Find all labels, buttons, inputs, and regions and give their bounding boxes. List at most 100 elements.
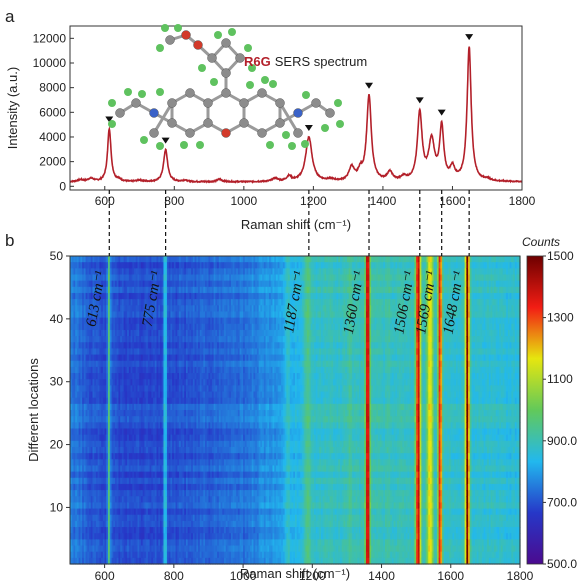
heatmap-cell <box>85 453 88 460</box>
heatmap-cell <box>85 292 88 300</box>
heatmap-cell <box>92 317 95 325</box>
heatmap-cell <box>104 366 107 374</box>
heatmap-cell <box>102 545 106 553</box>
heatmap-cell <box>82 453 85 460</box>
heatmap-cell <box>123 268 126 276</box>
heatmap-cell <box>118 483 121 491</box>
heatmap-cell <box>70 465 73 473</box>
heatmap-cell <box>109 373 113 380</box>
heatmap-cell <box>111 453 114 460</box>
heatmap-cell <box>82 305 85 313</box>
heatmap-cell <box>80 416 83 423</box>
heatmap-cell <box>123 477 126 485</box>
heatmap-cell <box>108 477 111 485</box>
heatmap-cell <box>78 410 81 417</box>
heatmap-cell <box>87 539 90 547</box>
heatmap-cell <box>82 323 85 331</box>
heatmap-cell <box>78 379 81 386</box>
heatmap-cell <box>80 545 83 553</box>
heatmap-cell <box>82 477 85 485</box>
heatmap-cell <box>76 483 80 491</box>
heatmap-cell <box>108 268 111 276</box>
heatmap-cell <box>106 539 109 547</box>
heatmap-cell <box>94 446 97 454</box>
heatmap-cell <box>108 446 111 454</box>
molecule-caption: R6G SERS spectrum <box>244 54 367 69</box>
heatmap-cell <box>97 533 101 540</box>
heatmap-cell <box>111 490 114 497</box>
heatmap-cell <box>108 262 111 269</box>
heatmap-cell <box>83 502 87 510</box>
heatmap-cell <box>90 483 94 491</box>
heatmap-cell <box>71 336 75 343</box>
heatmap-cell <box>99 342 102 349</box>
molecule-hydrogen-6 <box>334 99 342 107</box>
heatmap-cell <box>78 551 81 559</box>
heatmap-cell <box>85 410 88 417</box>
heatmap-cell <box>115 323 118 331</box>
heatmap-cell <box>75 268 78 276</box>
heatmap-cell <box>90 317 94 325</box>
heatmap-cell <box>120 459 123 467</box>
heatmap-cell <box>101 292 104 300</box>
heatmap-cell <box>75 533 78 540</box>
heatmap-cell <box>113 477 116 485</box>
heatmap-cell <box>116 520 120 528</box>
heatmap-cell <box>118 514 121 522</box>
heatmap-cell <box>121 311 125 319</box>
heatmap-cell <box>113 348 116 356</box>
heatmap-cell <box>121 342 125 349</box>
heatmap-cell <box>95 453 99 460</box>
heatmap-cell <box>90 422 94 430</box>
heatmap-cell <box>130 397 133 405</box>
heatmap-cell <box>104 557 107 565</box>
peak-marker-1569 <box>437 109 446 116</box>
heatmap-cell <box>95 256 99 263</box>
heatmap-cell <box>102 397 106 405</box>
heatmap-cell <box>89 514 92 522</box>
heatmap-cell <box>121 496 125 503</box>
heatmap-cell <box>102 557 106 565</box>
heatmap-cell <box>123 483 126 491</box>
heatmap-cell <box>108 397 111 405</box>
heatmap-cell <box>121 280 125 288</box>
heatmap-cell <box>113 520 116 528</box>
heatmap-cell <box>106 471 109 479</box>
heatmap-cell <box>78 422 81 430</box>
heatmap-cell <box>73 268 76 276</box>
heatmap-cell <box>111 422 114 430</box>
heatmap-cell <box>111 373 114 380</box>
heatmap-cell <box>92 366 95 374</box>
heatmap-cell <box>128 292 132 300</box>
heatmap-cell <box>111 397 114 405</box>
heatmap-cell <box>89 422 92 430</box>
heatmap-cell <box>115 551 118 559</box>
heatmap-cell <box>109 366 113 374</box>
heatmap-cell <box>71 305 75 313</box>
heatmap-cell <box>121 527 125 534</box>
heatmap-cell <box>104 434 107 442</box>
heatmap-cell <box>104 483 107 491</box>
heatmap-cell <box>94 508 97 516</box>
heatmap-cell <box>94 286 97 294</box>
heatmap-cell <box>87 385 90 393</box>
heatmap-cell <box>120 336 123 343</box>
heatmap-cell <box>102 440 106 448</box>
heatmap-cell <box>116 465 120 473</box>
molecule-hydrogen-4 <box>282 131 290 139</box>
heatmap-cell <box>92 428 95 436</box>
heatmap-cell <box>130 274 133 282</box>
heatmap-cell <box>85 428 88 436</box>
heatmap-cell <box>123 366 126 374</box>
heatmap-cell <box>85 317 88 325</box>
heatmap-cell <box>127 545 130 553</box>
heatmap-cell <box>94 403 97 411</box>
heatmap-cell <box>94 336 97 343</box>
heatmap-cell <box>73 292 76 300</box>
heatmap-cell <box>111 379 114 386</box>
heatmap-cell <box>89 508 92 516</box>
heatmap-cell <box>106 317 109 325</box>
heatmap-cell <box>75 490 78 497</box>
heatmap-cell <box>101 422 104 430</box>
heatmap-cell <box>130 336 133 343</box>
